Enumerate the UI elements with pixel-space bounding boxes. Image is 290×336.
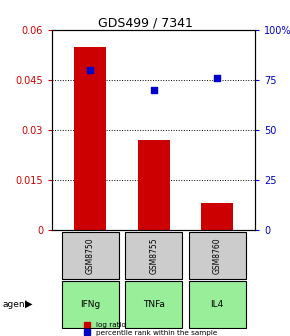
- Text: GSM8755: GSM8755: [149, 237, 158, 274]
- Point: [151, 87, 156, 93]
- FancyBboxPatch shape: [62, 282, 119, 328]
- Text: GSM8750: GSM8750: [86, 237, 95, 274]
- Bar: [75, 47, 106, 229]
- Legend: log ratio, percentile rank within the sample: log ratio, percentile rank within the sa…: [84, 322, 217, 336]
- FancyBboxPatch shape: [62, 232, 119, 280]
- Point: [88, 68, 93, 73]
- Point: [215, 75, 220, 81]
- Bar: [138, 140, 170, 229]
- FancyBboxPatch shape: [188, 232, 246, 280]
- Text: GDS499 / 7341: GDS499 / 7341: [97, 17, 193, 30]
- FancyBboxPatch shape: [188, 282, 246, 328]
- Text: GSM8760: GSM8760: [213, 237, 222, 274]
- Text: IL4: IL4: [211, 300, 224, 309]
- Text: ▶: ▶: [25, 299, 32, 309]
- Text: agent: agent: [3, 300, 29, 308]
- Bar: [201, 203, 233, 229]
- FancyBboxPatch shape: [125, 232, 182, 280]
- Text: TNFa: TNFa: [143, 300, 165, 309]
- Text: IFNg: IFNg: [80, 300, 100, 309]
- FancyBboxPatch shape: [125, 282, 182, 328]
